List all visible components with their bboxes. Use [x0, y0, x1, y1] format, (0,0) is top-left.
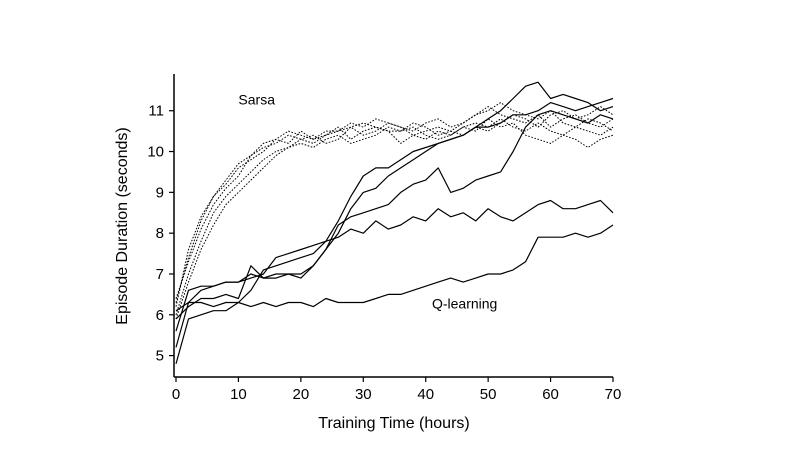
x-tick-label: 0 — [172, 386, 180, 403]
y-tick-label: 8 — [156, 225, 164, 242]
y-tick-label: 11 — [148, 103, 164, 120]
x-tick-label: 50 — [480, 386, 497, 403]
plot-lines — [175, 81, 614, 364]
x-axis-title: Training Time (hours) — [318, 415, 469, 432]
x-tick-label: 70 — [605, 386, 622, 403]
x-tick-label: 60 — [542, 386, 559, 403]
sarsa-line-0 — [175, 118, 614, 307]
x-tick-label: 20 — [293, 386, 310, 403]
y-tick-label: 5 — [156, 348, 164, 365]
sarsa-line-2 — [175, 106, 614, 315]
annotations: Sarsa Q-learning — [238, 92, 497, 312]
x-tick-label: 40 — [417, 386, 434, 403]
axes — [173, 74, 613, 378]
sarsa-line-1 — [175, 106, 614, 299]
y-tick-label: 7 — [156, 266, 164, 283]
y-tick-label: 10 — [147, 144, 164, 161]
qlearning-line-8 — [175, 110, 614, 332]
annotation-label: Sarsa — [238, 92, 275, 108]
ticks: 0 10 20 30 40 50 60 70 5 6 7 8 9 10 11 — [147, 103, 621, 403]
y-axis-title: Episode Duration (seconds) — [114, 127, 131, 324]
sarsa-line-4 — [175, 102, 614, 303]
qlearning-line-9 — [175, 81, 614, 320]
qlearning-line-5 — [175, 199, 614, 348]
x-tick-label: 30 — [355, 386, 372, 403]
y-tick-label: 6 — [156, 307, 164, 324]
qlearning-line-7 — [175, 97, 614, 364]
sarsa-line-3 — [175, 118, 614, 320]
annotation-label: Q-learning — [432, 296, 497, 312]
qlearning-line-6 — [175, 224, 614, 312]
x-tick-label: 10 — [230, 386, 247, 403]
y-tick-label: 9 — [156, 184, 164, 201]
